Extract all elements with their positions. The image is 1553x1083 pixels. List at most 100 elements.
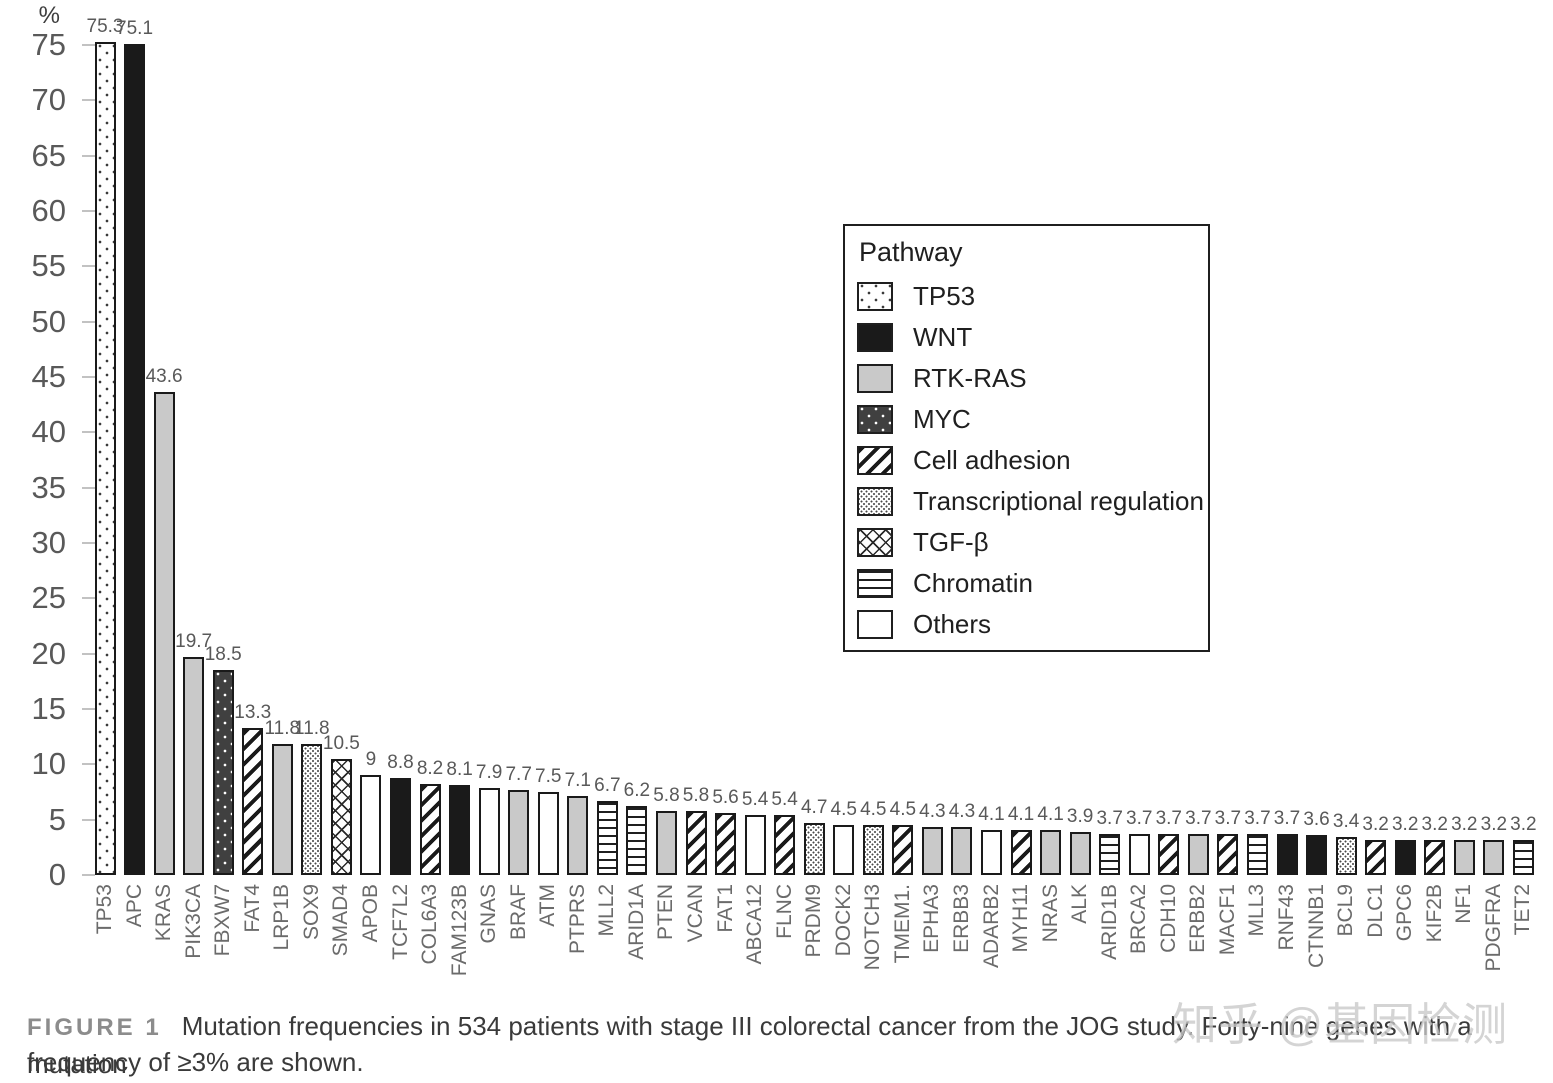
y-tick-label-5: 5 bbox=[48, 801, 66, 837]
bar-value-label-FBXW7: 18.5 bbox=[204, 644, 242, 666]
bar-value-label-FAT4: 13.3 bbox=[234, 701, 272, 723]
y-tick-label-60: 60 bbox=[31, 193, 66, 228]
legend-items: TP53 WNT RTK-RAS MYC Cell adhesion Transcript… bbox=[857, 276, 1208, 645]
bar-VCAN bbox=[685, 810, 707, 875]
bar-CTNNB1 bbox=[1306, 835, 1328, 875]
x-tick-label-APOB: APOB bbox=[358, 884, 382, 943]
bar-value-label-RNF43: 3.7 bbox=[1273, 808, 1301, 830]
bar-value-label-VCAN: 5.8 bbox=[682, 784, 710, 806]
x-tick-label-SMAD4: SMAD4 bbox=[329, 884, 353, 957]
bar-value-label-TCF7L2: 8.8 bbox=[387, 751, 414, 773]
bar-value-label-CTNNB1: 3.6 bbox=[1303, 809, 1330, 831]
bar-value-label-ABCA12: 5.4 bbox=[741, 789, 769, 811]
x-tick-label-BRAF: BRAF bbox=[506, 884, 530, 941]
x-tick-label-MLL2: MLL2 bbox=[595, 884, 619, 937]
bar-PTEN bbox=[655, 810, 677, 875]
y-tick-mark-35 bbox=[82, 486, 95, 489]
bar-FLNC bbox=[774, 815, 796, 875]
legend-label: Transcriptional regulation bbox=[913, 486, 1204, 516]
bar-CDH10 bbox=[1158, 834, 1180, 875]
bar-ABCA12 bbox=[744, 815, 766, 875]
legend-label: WNT bbox=[913, 322, 973, 352]
bar-value-label-TET2: 3.2 bbox=[1510, 813, 1537, 835]
bar-KIF2B bbox=[1424, 839, 1446, 875]
figure-caption: FIGURE 1 Mutation frequencies in 534 pati… bbox=[27, 1008, 1537, 1082]
bar-value-label-PTEN: 5.8 bbox=[653, 784, 680, 806]
legend-row-tp53: TP53 bbox=[857, 276, 1208, 317]
y-tick-mark-50 bbox=[82, 320, 95, 323]
bar-value-label-PDGFRA: 3.2 bbox=[1480, 813, 1508, 835]
y-tick-mark-45 bbox=[82, 376, 95, 378]
bar-PTPRS bbox=[567, 796, 589, 875]
bar-FBXW7 bbox=[212, 670, 234, 875]
x-tick-label-APC: APC bbox=[122, 884, 146, 928]
legend-swatch-plain bbox=[857, 610, 893, 639]
bar-value-label-ALK: 3.9 bbox=[1066, 805, 1094, 827]
bar-BCL9 bbox=[1335, 837, 1357, 875]
legend-swatch-solid-gray bbox=[857, 364, 893, 393]
x-tick-label-SOX9: SOX9 bbox=[299, 884, 323, 941]
bar-value-label-APOB: 9 bbox=[365, 749, 377, 771]
y-tick-mark-20 bbox=[82, 652, 95, 655]
bar-TP53 bbox=[94, 41, 116, 875]
x-tick-label-PTPRS: PTPRS bbox=[565, 884, 589, 955]
bar-MLL2 bbox=[596, 800, 618, 875]
figure-number-label: FIGURE 1 bbox=[27, 1014, 162, 1041]
x-tick-label-VCAN: VCAN bbox=[684, 884, 707, 943]
bar-value-label-ERBB2: 3.7 bbox=[1185, 808, 1212, 830]
y-tick-label-35: 35 bbox=[31, 469, 66, 505]
legend-title: Pathway bbox=[859, 237, 963, 267]
x-tick-label-FAT1: FAT1 bbox=[713, 884, 737, 933]
y-tick-mark-5 bbox=[82, 818, 95, 821]
x-tick-label-GNAS: GNAS bbox=[477, 884, 501, 944]
y-tick-mark-65 bbox=[82, 154, 95, 157]
bar-value-label-PIK3CA: 19.7 bbox=[175, 630, 213, 652]
bar-MYH11 bbox=[1010, 829, 1032, 875]
y-tick-mark-0 bbox=[82, 874, 95, 876]
bar-TMEM1. bbox=[892, 825, 914, 875]
bar-value-label-LRP1B: 11.8 bbox=[264, 718, 301, 740]
y-tick-mark-70 bbox=[82, 99, 95, 102]
bar-APOB bbox=[360, 775, 382, 875]
bar-KRAS bbox=[153, 392, 175, 875]
legend-label: Cell adhesion bbox=[913, 445, 1071, 475]
x-tick-label-FAM123B: FAM123B bbox=[447, 884, 471, 977]
bar-DOCK2 bbox=[833, 825, 855, 875]
bar-GNAS bbox=[478, 787, 500, 875]
bar-value-label-ADARB2: 4.1 bbox=[978, 803, 1005, 825]
bar-value-label-NRAS: 4.1 bbox=[1037, 803, 1064, 825]
bar-value-label-DLC1: 3.2 bbox=[1362, 813, 1389, 835]
y-tick-label-55: 55 bbox=[31, 248, 66, 284]
x-tick-label-TMEM1.: TMEM1. bbox=[890, 884, 914, 964]
legend-label: Chromatin bbox=[913, 568, 1033, 598]
bar-value-label-MLL2: 6.7 bbox=[594, 774, 621, 796]
y-tick-label-40: 40 bbox=[31, 414, 66, 450]
bar-value-label-FLNC: 5.4 bbox=[771, 789, 798, 811]
legend-row-chromatin: Chromatin bbox=[857, 563, 1208, 604]
x-tick-label-TP53: TP53 bbox=[93, 884, 116, 935]
x-tick-label-ADARB2: ADARB2 bbox=[979, 884, 1003, 969]
x-tick-label-MYH11: MYH11 bbox=[1009, 884, 1033, 953]
bar-value-label-MACF1: 3.7 bbox=[1214, 808, 1242, 830]
bar-ARID1A bbox=[626, 806, 648, 875]
bar-value-label-ARID1B: 3.7 bbox=[1096, 808, 1123, 830]
x-tick-label-NF1: NF1 bbox=[1452, 884, 1476, 924]
bar-value-label-NOTCH3: 4.5 bbox=[860, 799, 887, 821]
legend-row-rtk-ras: RTK-RAS bbox=[857, 358, 1208, 399]
bar-NRAS bbox=[1040, 829, 1062, 875]
legend-swatch-cross bbox=[857, 528, 893, 557]
legend-row-transcriptional-regulation: Transcriptional regulation bbox=[857, 481, 1208, 522]
bar-value-label-BRCA2: 3.7 bbox=[1126, 808, 1153, 830]
bar-value-label-EPHA3: 4.3 bbox=[919, 801, 946, 823]
x-tick-label-KRAS: KRAS bbox=[152, 884, 176, 942]
bar-value-label-MYH11: 4.1 bbox=[1007, 803, 1035, 825]
bar-GPC6 bbox=[1394, 839, 1416, 875]
y-tick-mark-10 bbox=[82, 763, 95, 766]
y-tick-label-30: 30 bbox=[31, 525, 66, 560]
x-tick-label-MACF1: MACF1 bbox=[1215, 884, 1239, 956]
pathway-legend: Pathway TP53 WNT RTK-RAS MYC Cell adhesion Tr… bbox=[843, 224, 1210, 652]
x-tick-label-TET2: TET2 bbox=[1511, 884, 1535, 936]
bar-value-label-KRAS: 43.6 bbox=[145, 366, 183, 388]
bar-value-label-ARID1A: 6.2 bbox=[623, 780, 651, 802]
